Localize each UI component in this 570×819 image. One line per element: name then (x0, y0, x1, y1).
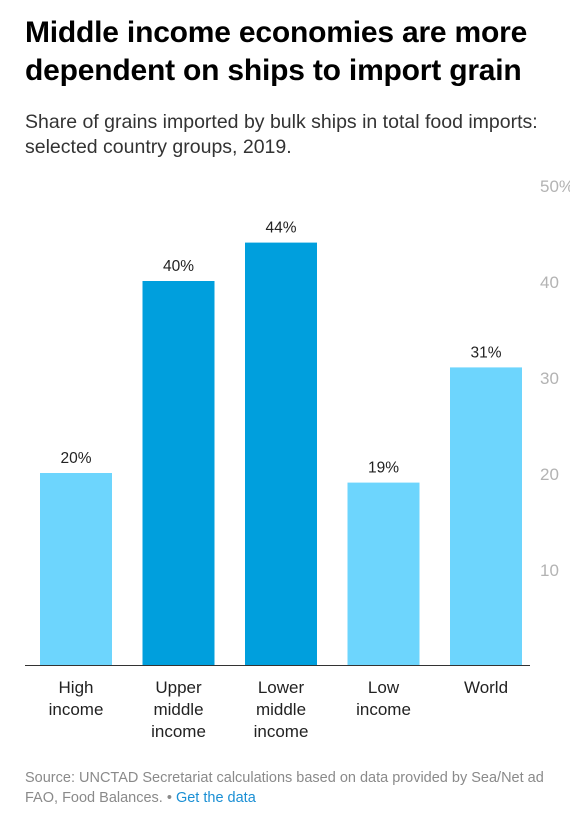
data-label: 40% (163, 258, 194, 275)
y-tick-label: 30 (540, 369, 559, 388)
data-label: 19% (368, 460, 399, 477)
category-label-line: income (356, 700, 411, 719)
category-label-line: income (254, 722, 309, 741)
category-label-line: Upper (155, 678, 202, 697)
get-the-data-link[interactable]: Get the data (175, 790, 256, 806)
category-label: Upper middle income (151, 678, 206, 741)
data-label: 20% (60, 450, 91, 467)
category-label-line: World (464, 678, 508, 697)
source-note: Source: UNCTAD Secretariat calculations … (25, 770, 544, 806)
category-label: World (464, 678, 508, 697)
category-label: Lower middle income (254, 678, 309, 741)
category-label-line: middle (153, 700, 203, 719)
bar (347, 482, 420, 665)
category-label-line: income (151, 722, 206, 741)
bar (142, 281, 215, 665)
y-tick-label: 10 (540, 561, 559, 580)
data-label: 44% (265, 220, 296, 237)
category-label: High income (49, 678, 104, 719)
y-tick-label: 50% (540, 177, 570, 196)
category-label-line: Lower (258, 678, 305, 697)
chart-title: Middle income economies are more depende… (25, 16, 528, 87)
bar-chart: 10 20 30 40 50% 20% High income 40% Upper middle in… (25, 177, 570, 741)
footer-separator: • (166, 790, 172, 806)
chart-subtitle: Share of grains imported by bulk ships i… (25, 111, 538, 158)
category-label-line: income (49, 700, 104, 719)
bar (245, 242, 317, 665)
category-label-line: High (59, 678, 94, 697)
category-label: Low income (356, 678, 411, 719)
category-label-line: middle (256, 700, 306, 719)
y-tick-label: 20 (540, 465, 559, 484)
data-label: 31% (470, 344, 501, 361)
y-tick-label: 40 (540, 273, 559, 292)
footer: Source: UNCTAD Secretariat calculations … (25, 768, 560, 808)
category-label-line: Low (368, 678, 400, 697)
bar (450, 367, 522, 665)
bar (40, 473, 112, 665)
